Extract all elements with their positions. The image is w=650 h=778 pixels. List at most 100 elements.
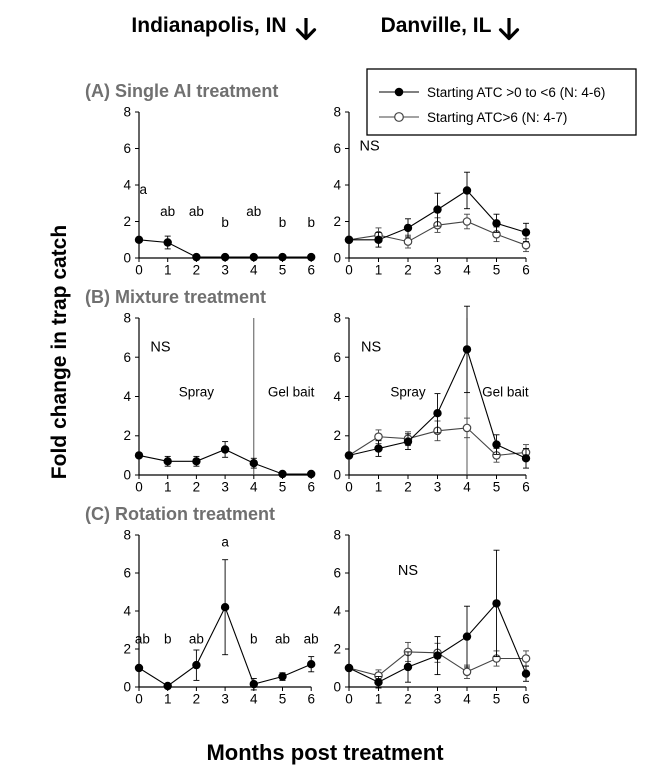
svg-text:0: 0 <box>123 680 131 695</box>
svg-text:3: 3 <box>434 480 442 495</box>
svg-text:0: 0 <box>135 692 143 707</box>
svg-text:4: 4 <box>123 178 131 193</box>
svg-text:Starting ATC>6 (N: 4-7): Starting ATC>6 (N: 4-7) <box>427 110 567 125</box>
svg-text:3: 3 <box>434 263 442 278</box>
svg-text:5: 5 <box>279 263 287 278</box>
svg-text:1: 1 <box>164 480 172 495</box>
svg-text:3: 3 <box>221 480 229 495</box>
svg-text:2: 2 <box>193 263 201 278</box>
svg-text:5: 5 <box>493 480 501 495</box>
svg-text:5: 5 <box>279 480 287 495</box>
svg-text:ab: ab <box>160 204 175 219</box>
svg-text:4: 4 <box>250 263 258 278</box>
svg-text:6: 6 <box>522 263 530 278</box>
svg-text:6: 6 <box>307 692 315 707</box>
svg-text:1: 1 <box>164 692 172 707</box>
svg-text:a: a <box>140 182 148 197</box>
svg-text:6: 6 <box>123 566 131 581</box>
svg-text:ab: ab <box>246 204 261 219</box>
svg-text:0: 0 <box>333 468 341 483</box>
svg-text:NS: NS <box>360 138 380 154</box>
svg-text:4: 4 <box>123 604 131 619</box>
svg-text:6: 6 <box>307 263 315 278</box>
svg-text:2: 2 <box>193 692 201 707</box>
svg-text:0: 0 <box>135 480 143 495</box>
svg-text:ab: ab <box>189 204 204 219</box>
svg-text:4: 4 <box>333 604 341 619</box>
svg-text:2: 2 <box>193 480 201 495</box>
svg-text:NS: NS <box>150 339 170 355</box>
svg-text:4: 4 <box>463 263 471 278</box>
svg-text:8: 8 <box>333 528 341 543</box>
svg-text:4: 4 <box>123 389 131 404</box>
svg-text:NS: NS <box>398 563 418 579</box>
svg-text:0: 0 <box>123 468 131 483</box>
svg-text:4: 4 <box>250 692 258 707</box>
svg-text:2: 2 <box>404 480 412 495</box>
svg-text:2: 2 <box>123 428 131 443</box>
svg-text:Gel bait: Gel bait <box>268 385 315 400</box>
svg-text:0: 0 <box>345 263 353 278</box>
svg-text:0: 0 <box>123 251 131 266</box>
svg-text:1: 1 <box>164 263 172 278</box>
svg-text:1: 1 <box>375 480 383 495</box>
svg-text:5: 5 <box>493 263 501 278</box>
svg-text:0: 0 <box>135 263 143 278</box>
svg-text:1: 1 <box>375 263 383 278</box>
svg-text:ab: ab <box>189 631 204 646</box>
svg-text:4: 4 <box>463 480 471 495</box>
svg-text:8: 8 <box>333 311 341 326</box>
svg-text:3: 3 <box>221 263 229 278</box>
svg-text:4: 4 <box>250 480 258 495</box>
svg-text:2: 2 <box>333 214 341 229</box>
svg-text:b: b <box>250 631 258 646</box>
svg-text:(A) Single AI treatment: (A) Single AI treatment <box>85 81 278 101</box>
svg-text:2: 2 <box>333 428 341 443</box>
svg-text:0: 0 <box>333 680 341 695</box>
svg-text:4: 4 <box>463 692 471 707</box>
svg-text:Danville, IL: Danville, IL <box>381 14 492 37</box>
svg-text:ab: ab <box>275 631 290 646</box>
svg-text:2: 2 <box>123 642 131 657</box>
svg-text:b: b <box>164 631 172 646</box>
svg-text:b: b <box>307 215 315 230</box>
svg-text:8: 8 <box>123 105 131 120</box>
svg-text:(B) Mixture treatment: (B) Mixture treatment <box>85 287 266 307</box>
svg-text:2: 2 <box>333 642 341 657</box>
svg-text:6: 6 <box>522 692 530 707</box>
svg-text:b: b <box>279 215 287 230</box>
svg-text:3: 3 <box>434 692 442 707</box>
svg-text:Spray: Spray <box>390 385 426 400</box>
svg-text:6: 6 <box>123 350 131 365</box>
svg-text:0: 0 <box>333 251 341 266</box>
svg-text:4: 4 <box>333 389 341 404</box>
svg-text:Months post treatment: Months post treatment <box>206 740 444 765</box>
svg-text:ab: ab <box>304 631 319 646</box>
svg-text:5: 5 <box>279 692 287 707</box>
svg-text:6: 6 <box>522 480 530 495</box>
svg-text:0: 0 <box>345 692 353 707</box>
svg-text:Gel bait: Gel bait <box>482 385 529 400</box>
svg-text:5: 5 <box>493 692 501 707</box>
svg-text:6: 6 <box>307 480 315 495</box>
svg-text:3: 3 <box>221 692 229 707</box>
svg-text:Indianapolis, IN: Indianapolis, IN <box>131 14 286 37</box>
svg-text:b: b <box>221 215 229 230</box>
svg-text:4: 4 <box>333 178 341 193</box>
svg-text:ab: ab <box>135 631 150 646</box>
svg-text:(C) Rotation treatment: (C) Rotation treatment <box>85 504 275 524</box>
svg-text:Starting ATC >0 to <6 (N: 4-6): Starting ATC >0 to <6 (N: 4-6) <box>427 85 605 100</box>
svg-text:8: 8 <box>333 105 341 120</box>
svg-text:2: 2 <box>404 692 412 707</box>
svg-text:6: 6 <box>123 141 131 156</box>
svg-text:a: a <box>221 534 229 549</box>
svg-text:6: 6 <box>333 350 341 365</box>
svg-text:2: 2 <box>123 214 131 229</box>
svg-text:Spray: Spray <box>179 385 215 400</box>
svg-text:8: 8 <box>123 528 131 543</box>
svg-text:2: 2 <box>404 263 412 278</box>
svg-text:NS: NS <box>361 339 381 355</box>
svg-text:8: 8 <box>123 311 131 326</box>
svg-text:1: 1 <box>375 692 383 707</box>
svg-text:0: 0 <box>345 480 353 495</box>
